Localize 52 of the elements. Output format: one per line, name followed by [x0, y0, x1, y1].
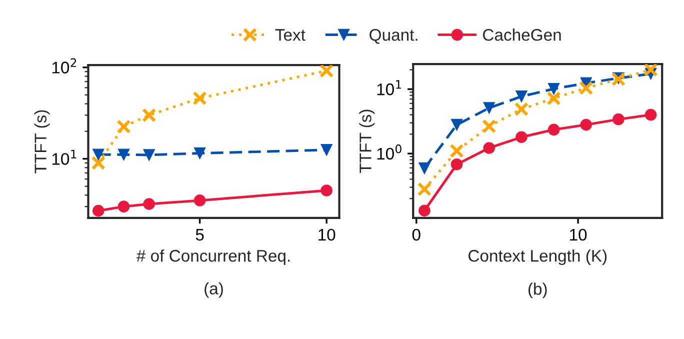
point: [450, 158, 463, 170]
point: [118, 200, 130, 212]
point: [482, 119, 496, 134]
point: [450, 118, 463, 131]
legend-label: CacheGen: [483, 28, 561, 41]
y-tick-label: 10$^{1}$: [377, 80, 402, 96]
y-tick-label: 10$^{2}$: [52, 58, 76, 74]
point: [516, 131, 528, 144]
point: [483, 142, 496, 154]
x-axis-title: Context Length (K): [468, 249, 607, 266]
point: [143, 198, 155, 210]
x-tick-label: 10: [570, 228, 587, 241]
point: [514, 102, 529, 116]
point: [92, 204, 104, 217]
point: [644, 64, 658, 77]
point: [612, 113, 624, 126]
x-axis-title: # of Concurrent Req.: [136, 250, 290, 266]
point: [142, 108, 156, 122]
point: [116, 120, 131, 134]
text: (b): [528, 282, 547, 298]
point: [546, 91, 561, 106]
point: [92, 148, 104, 161]
x-tick-label: 5: [196, 229, 204, 241]
point: [320, 184, 332, 196]
y-tick-label: 10$^{1}$: [52, 150, 76, 165]
point: [548, 124, 560, 136]
point: [192, 91, 207, 106]
legend-label: Quant.: [370, 29, 418, 44]
y-axis-title: TTFT (s): [34, 110, 50, 174]
point: [320, 144, 332, 156]
point: [516, 90, 528, 102]
point: [118, 148, 130, 161]
point: [194, 147, 206, 160]
point: [644, 108, 657, 121]
legend-label: Text: [275, 29, 306, 41]
point: [320, 65, 334, 78]
point: [483, 102, 496, 114]
point: [450, 144, 464, 158]
point: [417, 182, 432, 196]
point: [548, 82, 560, 95]
point: [91, 156, 106, 170]
y-axis-title: TTFT (s): [359, 110, 375, 173]
point: [580, 118, 592, 131]
point: [418, 204, 430, 217]
point: [194, 194, 206, 206]
x-tick-label: 0: [412, 228, 420, 241]
x-tick-label: 10: [318, 228, 336, 241]
point: [579, 80, 594, 96]
point: [418, 162, 430, 174]
y-tick-label: 10$^{0}$: [377, 144, 402, 160]
text: (a): [204, 282, 223, 298]
point: [143, 149, 155, 161]
